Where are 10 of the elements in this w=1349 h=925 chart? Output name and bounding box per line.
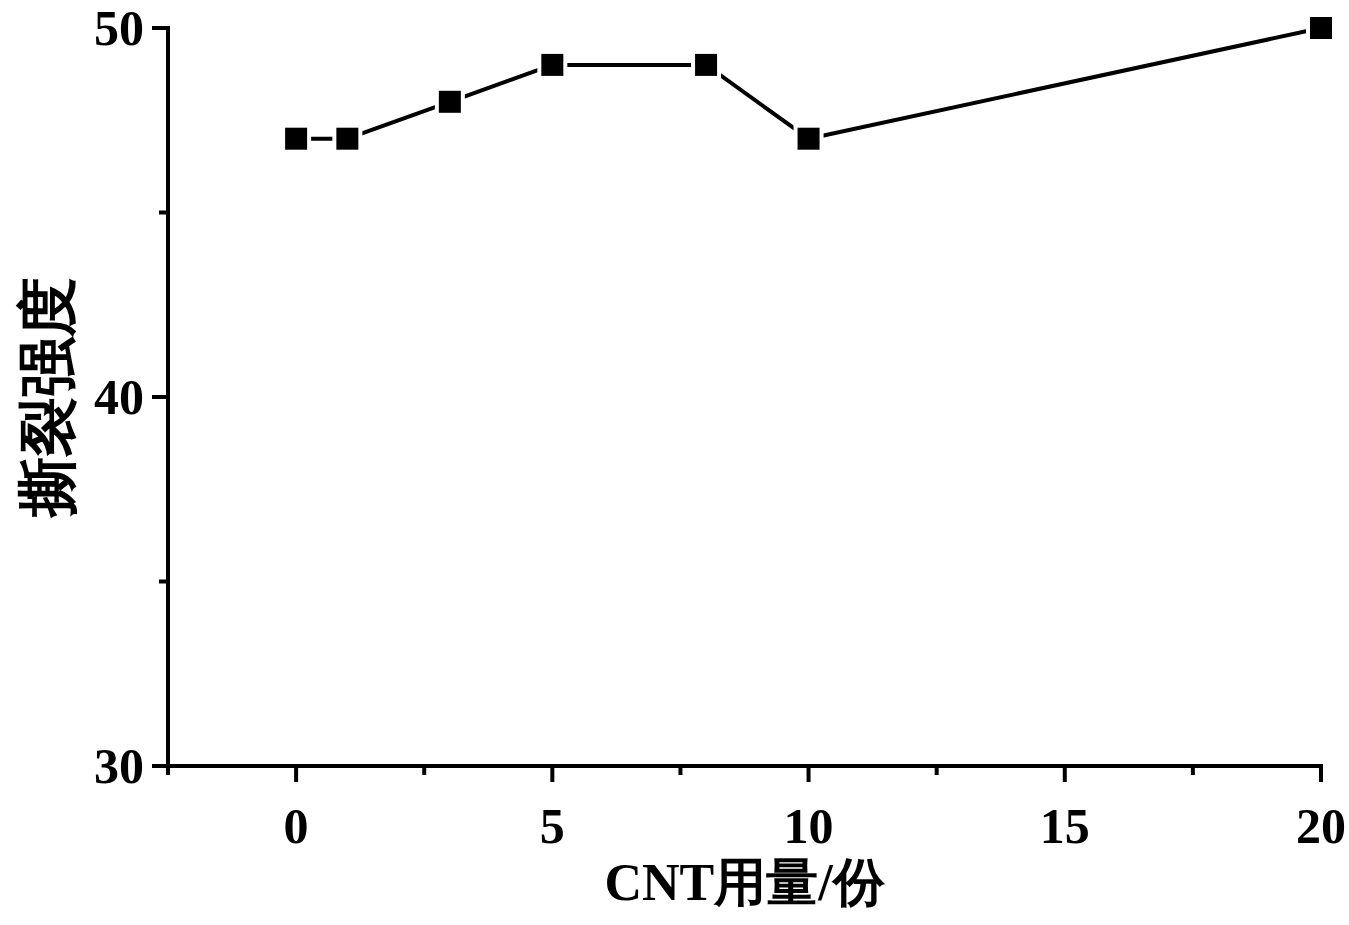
x-axis-title: CNT用量/份 [604, 854, 885, 911]
x-tick-label: 10 [783, 798, 834, 854]
y-tick-label: 50 [94, 0, 144, 56]
y-axis-title: 撕裂强度 [15, 277, 81, 517]
y-tick-label: 40 [94, 369, 144, 425]
x-tick-label: 15 [1039, 798, 1090, 854]
x-tick-label: 5 [539, 798, 565, 854]
x-tick-label: 20 [1296, 798, 1346, 854]
x-tick-label: 0 [283, 798, 309, 854]
y-tick-label: 30 [94, 738, 144, 794]
